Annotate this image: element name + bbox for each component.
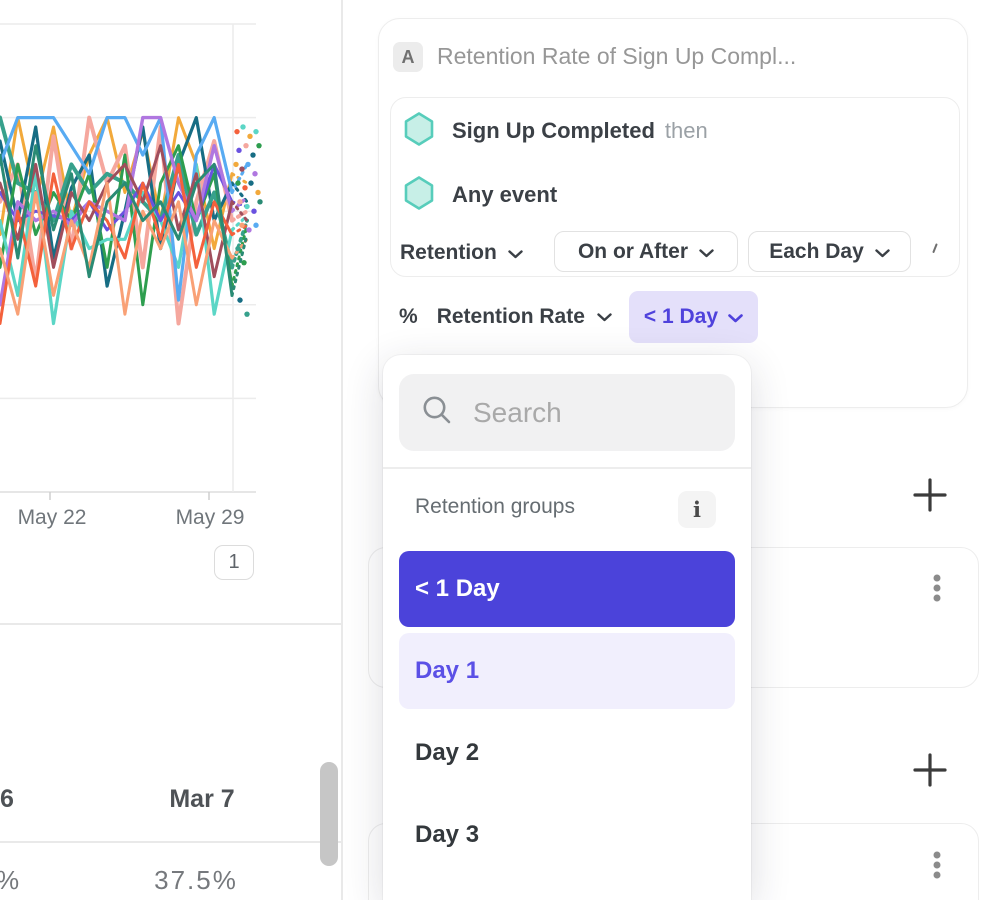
add-chart-button[interactable] bbox=[913, 753, 947, 787]
query-badge: A bbox=[393, 42, 423, 72]
info-icon[interactable]: i bbox=[678, 491, 716, 528]
window-mode-label: On or After bbox=[577, 239, 689, 263]
search-icon bbox=[421, 394, 453, 431]
table-value: 37.5% bbox=[154, 865, 238, 895]
retention-group-dropdown-panel: Retention groups i < 1 Day Day 1 Day 2 D… bbox=[383, 355, 751, 900]
pagination-page-button[interactable]: 1 bbox=[214, 545, 254, 580]
more-options-button[interactable] bbox=[932, 574, 942, 604]
event-name: Any event bbox=[452, 182, 558, 207]
hexagon-event-icon bbox=[404, 175, 434, 215]
event-row-any-event[interactable]: Any event bbox=[404, 175, 558, 215]
measure-label: Retention Rate bbox=[436, 305, 585, 328]
option-day-3[interactable]: Day 3 bbox=[415, 821, 480, 848]
search-box[interactable] bbox=[399, 374, 735, 451]
event-row-sign-up-completed[interactable]: Sign Up Completed then bbox=[404, 111, 708, 151]
table-column-header-clipped: 6 bbox=[0, 785, 14, 813]
percent-icon: % bbox=[399, 305, 418, 328]
chevron-down-icon[interactable] bbox=[597, 312, 612, 322]
dropdown-divider bbox=[383, 467, 751, 469]
query-title: Retention Rate of Sign Up Compl... bbox=[437, 43, 797, 69]
retention-group-chip[interactable]: < 1 Day bbox=[628, 291, 759, 343]
interval-dropdown[interactable]: Each Day bbox=[748, 231, 911, 272]
table-value-clipped: % bbox=[0, 865, 21, 896]
chevron-down-icon bbox=[508, 241, 523, 265]
option-day-2[interactable]: Day 2 bbox=[415, 739, 480, 766]
event-suffix: then bbox=[664, 118, 708, 143]
clipped-glyph bbox=[931, 242, 939, 260]
chevron-down-icon bbox=[875, 240, 890, 264]
panel-divider bbox=[341, 0, 343, 900]
option-day-1[interactable]: Day 1 bbox=[399, 633, 735, 709]
chevron-down-icon bbox=[699, 240, 714, 264]
x-axis-label: May 22 bbox=[17, 506, 87, 529]
option-list: < 1 Day Day 1 Day 2 Day 3 bbox=[399, 551, 735, 879]
retention-type-label: Retention bbox=[400, 241, 497, 264]
horizontal-divider bbox=[0, 623, 341, 625]
x-axis-label: May 29 bbox=[175, 506, 245, 529]
retention-group-value: < 1 Day bbox=[643, 305, 719, 328]
chevron-down-icon bbox=[728, 305, 743, 329]
vertical-scrollbar-thumb[interactable] bbox=[320, 762, 338, 866]
retention-type-dropdown[interactable]: Retention bbox=[400, 234, 523, 272]
table-column-header: Mar 7 bbox=[169, 785, 235, 813]
add-chart-button[interactable] bbox=[913, 478, 947, 512]
table-row-divider bbox=[0, 841, 341, 843]
search-input[interactable] bbox=[471, 395, 715, 430]
window-mode-dropdown[interactable]: On or After bbox=[554, 231, 738, 272]
retention-chart bbox=[0, 23, 263, 500]
interval-label: Each Day bbox=[769, 239, 864, 263]
option-lt-1-day[interactable]: < 1 Day bbox=[399, 551, 735, 627]
retention-groups-label: Retention groups bbox=[415, 495, 575, 518]
more-options-button[interactable] bbox=[932, 851, 942, 881]
event-name: Sign Up Completed bbox=[452, 118, 655, 143]
hexagon-event-icon bbox=[404, 111, 434, 151]
measure-row: % Retention Rate < 1 Day bbox=[399, 291, 759, 343]
